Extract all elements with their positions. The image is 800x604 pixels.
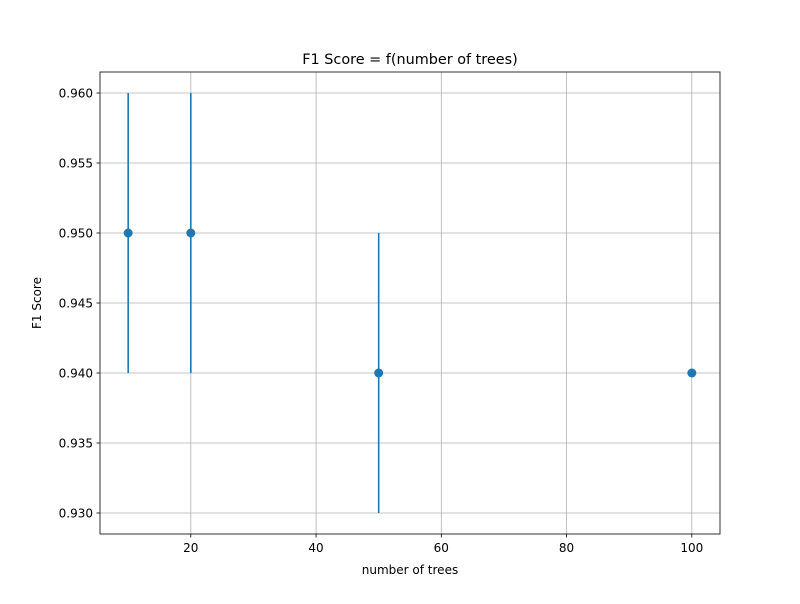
x-tick-label: 20: [183, 541, 198, 555]
y-tick-label: 0.930: [59, 506, 93, 520]
chart-title: F1 Score = f(number of trees): [302, 52, 517, 68]
x-tick-label: 60: [434, 541, 449, 555]
data-point: [687, 368, 697, 378]
tick-layer: 20 40 60 80 100 0.930 0.935 0.940 0.945 0.950 0.95…: [59, 86, 704, 555]
y-tick-label: 0.940: [59, 366, 93, 380]
point-layer: [123, 228, 697, 378]
y-tick-label: 0.955: [59, 156, 93, 170]
y-tick-label: 0.945: [59, 296, 93, 310]
data-point: [374, 368, 384, 378]
x-axis-label: number of trees: [362, 563, 458, 577]
grid-layer: [100, 72, 720, 534]
x-tick-label: 40: [308, 541, 323, 555]
data-point: [123, 228, 133, 238]
x-tick-label: 100: [680, 541, 703, 555]
y-tick-label: 0.935: [59, 436, 93, 450]
x-tick-label: 80: [559, 541, 574, 555]
data-point: [186, 228, 196, 238]
y-axis-label: F1 Score: [30, 277, 44, 329]
y-tick-label: 0.960: [59, 86, 93, 100]
y-tick-label: 0.950: [59, 226, 93, 240]
